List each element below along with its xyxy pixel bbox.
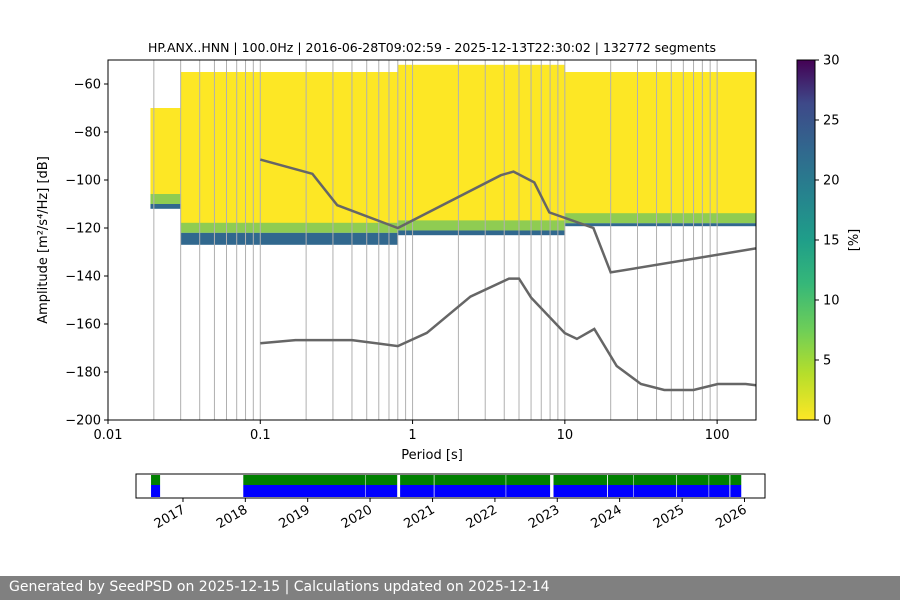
x-axis-ticks: 0.01 0.1 1 10 100 (94, 420, 730, 443)
colorbar-ticks: 0 5 10 15 20 25 30 (815, 54, 840, 429)
y-tick-label: −80 (74, 126, 101, 141)
colorbar-tick-label: 15 (823, 234, 840, 249)
colorbar (796, 59, 816, 421)
coverage-top-segment (553, 475, 608, 485)
density-edge-0 (150, 204, 181, 209)
coverage-bottom-segment (506, 485, 551, 497)
density-edge-2 (397, 230, 565, 236)
year-tick-label: 2022 (464, 502, 500, 532)
coverage-bottom-segment (677, 485, 709, 497)
coverage-top-segment (400, 475, 434, 485)
y-tick-label: −140 (65, 270, 101, 285)
x-tick-label: 10 (557, 428, 574, 443)
chart-title: HP.ANX..HNN | 100.0Hz | 2016-06-28T09:02… (148, 40, 716, 55)
y-axis-label: Amplitude [m²/s⁴/Hz] [dB] (36, 156, 51, 324)
density-core-1 (180, 222, 398, 233)
year-tick-label: 2020 (339, 502, 375, 532)
y-tick-label: −200 (65, 414, 101, 429)
colorbar-tick-label: 30 (823, 54, 840, 69)
density-band-0 (150, 108, 181, 204)
psd-plot-frame (107, 59, 757, 421)
y-tick-label: −180 (65, 366, 101, 381)
coverage-bottom-segment (553, 485, 608, 497)
period-gridlines (153, 60, 718, 420)
coverage-top-segment (633, 475, 677, 485)
coverage-bottom-segment (400, 485, 434, 497)
colorbar-tick-label: 0 (823, 414, 831, 429)
y-tick-label: −160 (65, 318, 101, 333)
year-tick-label: 2021 (401, 502, 437, 532)
figure-canvas: HP.ANX..HNN | 100.0Hz | 2016-06-28T09:02… (36, 40, 862, 532)
y-tick-label: −60 (74, 78, 101, 93)
x-tick-label: 0.1 (250, 428, 271, 443)
colorbar-tick-label: 5 (823, 354, 831, 369)
coverage-top-segment (608, 475, 634, 485)
year-tick-label: 2017 (152, 502, 188, 532)
y-tick-label: −100 (65, 174, 101, 189)
year-tick-label: 2026 (713, 502, 749, 532)
coverage-top-segment (434, 475, 506, 485)
coverage-top-segment (365, 475, 398, 485)
coverage-bottom-segment (365, 485, 398, 497)
coverage-top-segment (151, 475, 161, 485)
density-core-0 (150, 194, 181, 204)
coverage-bottom-segment (730, 485, 742, 497)
year-tick-label: 2023 (526, 502, 562, 532)
colorbar-tick-label: 20 (823, 174, 840, 189)
coverage-bottom-segment (434, 485, 506, 497)
year-tick-label: 2024 (588, 502, 624, 532)
psd-density (150, 64, 756, 245)
x-tick-label: 0.01 (94, 428, 123, 443)
coverage-bars (151, 475, 742, 497)
coverage-bottom-segment (709, 485, 730, 497)
density-core-2 (397, 220, 565, 231)
density-edge-3 (564, 223, 756, 227)
density-core-3 (564, 213, 756, 224)
year-tick-label: 2025 (651, 502, 687, 532)
y-tick-label: −120 (65, 222, 101, 237)
x-axis-label: Period [s] (401, 448, 463, 463)
coverage-bottom-segment (633, 485, 677, 497)
density-band-1 (180, 72, 398, 233)
footer-text: Generated by SeedPSD on 2025-12-15 | Cal… (9, 579, 550, 595)
year-tick-label: 2019 (277, 502, 313, 532)
colorbar-tick-label: 10 (823, 294, 840, 309)
coverage-top-segment (506, 475, 551, 485)
coverage-bottom-segment (243, 485, 366, 497)
coverage-bottom-segment (608, 485, 634, 497)
y-axis-ticks: −60 −80 −100 −120 −140 −160 −180 −200 (65, 78, 108, 429)
nlnm-line (260, 277, 756, 392)
colorbar-tick-label: 25 (823, 114, 840, 129)
x-tick-label: 1 (408, 428, 416, 443)
density-band-2 (397, 64, 565, 231)
footer-bar: Generated by SeedPSD on 2025-12-15 | Cal… (0, 576, 900, 600)
coverage-top-segment (243, 475, 366, 485)
x-tick-label: 100 (705, 428, 730, 443)
coverage-top-segment (730, 475, 742, 485)
year-tick-label: 2018 (214, 502, 250, 532)
coverage-year-ticks: 2017 2018 2019 2020 2021 2022 2023 2024 2025 2026 (152, 498, 750, 532)
nhnm-line (259, 158, 756, 274)
coverage-top-segment (677, 475, 709, 485)
coverage-bottom-segment (151, 485, 161, 497)
colorbar-label: [%] (847, 229, 862, 252)
coverage-top-segment (709, 475, 730, 485)
density-edge-1 (180, 232, 398, 245)
density-band-3 (564, 72, 756, 224)
noise-model-lines (259, 158, 756, 392)
